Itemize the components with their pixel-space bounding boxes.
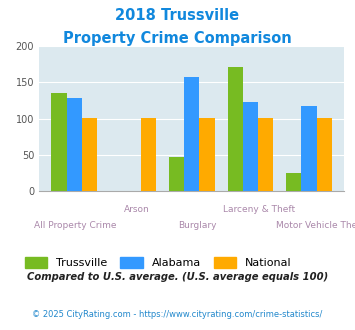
Bar bbox=[82, 118, 97, 191]
Text: Larceny & Theft: Larceny & Theft bbox=[223, 205, 295, 214]
Bar bbox=[51, 93, 67, 191]
Text: Arson: Arson bbox=[124, 205, 149, 214]
Bar bbox=[141, 118, 156, 191]
Bar bbox=[200, 118, 214, 191]
Bar bbox=[301, 107, 317, 191]
Bar bbox=[228, 67, 243, 191]
Text: Burglary: Burglary bbox=[179, 221, 217, 230]
Bar bbox=[286, 173, 301, 191]
Text: Compared to U.S. average. (U.S. average equals 100): Compared to U.S. average. (U.S. average … bbox=[27, 272, 328, 282]
Bar bbox=[317, 118, 332, 191]
Bar bbox=[67, 98, 82, 191]
Text: Motor Vehicle Theft: Motor Vehicle Theft bbox=[276, 221, 355, 230]
Text: All Property Crime: All Property Crime bbox=[34, 221, 117, 230]
Text: Property Crime Comparison: Property Crime Comparison bbox=[63, 31, 292, 46]
Bar bbox=[258, 118, 273, 191]
Bar bbox=[243, 102, 258, 191]
Bar bbox=[184, 77, 200, 191]
Text: © 2025 CityRating.com - https://www.cityrating.com/crime-statistics/: © 2025 CityRating.com - https://www.city… bbox=[32, 310, 323, 319]
Legend: Trussville, Alabama, National: Trussville, Alabama, National bbox=[20, 252, 296, 273]
Text: 2018 Trussville: 2018 Trussville bbox=[115, 8, 240, 23]
Bar bbox=[169, 157, 184, 191]
